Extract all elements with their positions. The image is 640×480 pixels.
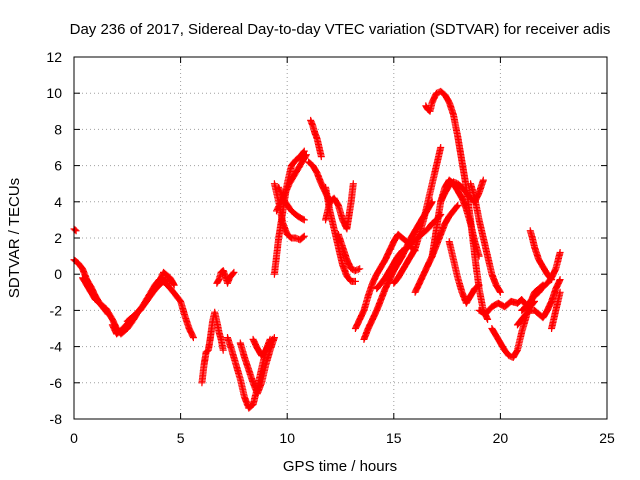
y-tick-label: 10 <box>46 85 62 101</box>
series-arc-32 <box>518 249 564 314</box>
grid-lines <box>74 57 607 419</box>
plus-marker <box>213 267 238 287</box>
x-tick-label: 20 <box>493 430 509 446</box>
plus-marker <box>322 180 357 233</box>
x-tick-label: 0 <box>70 430 78 446</box>
x-tick-label: 15 <box>386 430 402 446</box>
plus-marker <box>123 276 176 325</box>
y-tick-label: 4 <box>54 194 62 210</box>
y-tick-label: 6 <box>54 158 62 174</box>
chart-title: Day 236 of 2017, Sidereal Day-to-day VTE… <box>70 21 611 38</box>
y-tick-labels: -8 -6 -4 -2 0 2 4 6 8 10 12 <box>46 49 62 427</box>
plus-marker <box>70 225 80 235</box>
x-axis-label: GPS time / hours <box>283 458 397 475</box>
y-tick-label: -6 <box>50 375 63 391</box>
series-arc-34 <box>526 227 556 284</box>
y-tick-label: 2 <box>54 230 62 246</box>
y-tick-label: 8 <box>54 121 62 137</box>
y-tick-label: 12 <box>46 49 62 65</box>
series-arc-5 <box>123 276 176 325</box>
y-tick-label: -2 <box>50 302 63 318</box>
series-arc-28 <box>445 238 483 307</box>
plus-marker <box>198 308 227 387</box>
series-arc-9 <box>236 334 278 398</box>
plus-marker <box>334 230 364 275</box>
series-arc-13 <box>273 151 310 215</box>
plus-marker <box>249 335 276 360</box>
plus-marker <box>275 183 308 224</box>
series-arc-23 <box>390 144 445 287</box>
y-axis-label: SDTVAR / TECUs <box>6 178 23 298</box>
plus-marker <box>518 249 564 314</box>
series-arc-19 <box>334 230 364 275</box>
x-tick-label: 25 <box>599 430 615 446</box>
series-arc-18 <box>322 180 357 233</box>
x-tick-labels: 0 5 10 15 20 25 <box>70 430 615 446</box>
plot-frame <box>73 56 608 420</box>
series-arc-10 <box>249 335 276 360</box>
y-tick-label: -4 <box>50 339 63 355</box>
series-arc-35 <box>548 288 564 332</box>
y-tick-label: 0 <box>54 266 62 282</box>
plus-marker <box>513 276 564 329</box>
series-arc-29 <box>467 180 504 296</box>
x-tick-label: 5 <box>177 430 185 446</box>
series-arc-7 <box>213 267 238 287</box>
plus-marker <box>526 227 556 284</box>
series-arc-14 <box>275 183 308 224</box>
series-arc-1 <box>70 225 80 235</box>
series-arc-15 <box>307 116 325 161</box>
series-arc-33 <box>513 276 564 329</box>
plus-marker <box>273 151 310 215</box>
data-points <box>70 87 564 412</box>
y-tick-label: -8 <box>50 411 63 427</box>
plus-marker <box>445 238 483 307</box>
x-tick-label: 10 <box>279 430 295 446</box>
plus-marker <box>390 144 445 287</box>
axis-ticks <box>73 56 608 420</box>
plus-marker <box>307 116 325 161</box>
plus-marker <box>467 180 504 296</box>
series-arc-6 <box>198 308 227 387</box>
plus-marker <box>236 334 278 398</box>
plus-marker <box>548 288 564 332</box>
